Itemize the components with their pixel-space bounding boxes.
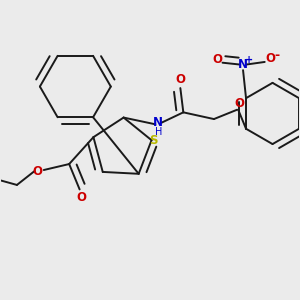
Text: O: O — [265, 52, 275, 65]
Text: -: - — [274, 49, 280, 62]
Text: O: O — [175, 74, 185, 86]
Text: O: O — [77, 191, 87, 204]
Text: +: + — [245, 55, 253, 65]
Text: N: N — [238, 58, 248, 71]
Text: S: S — [149, 134, 158, 147]
Text: H: H — [154, 128, 162, 137]
Text: O: O — [33, 165, 43, 178]
Text: O: O — [212, 53, 222, 66]
Text: O: O — [234, 97, 244, 110]
Text: N: N — [153, 116, 163, 129]
